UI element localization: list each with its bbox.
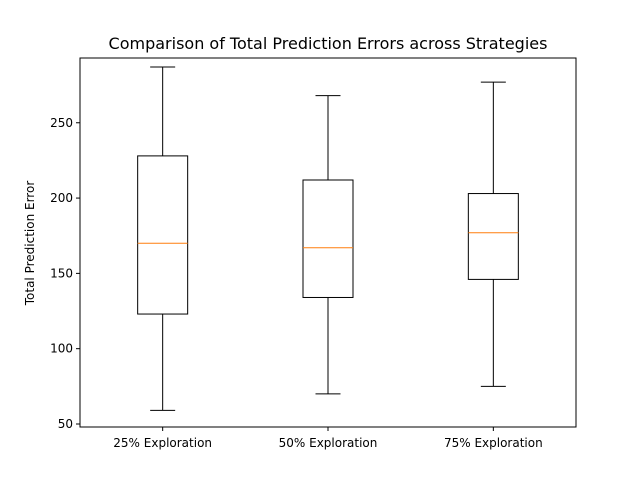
y-tick-label: 250 (50, 116, 73, 130)
y-tick-label: 200 (50, 191, 73, 205)
y-axis-label: Total Prediction Error (23, 181, 37, 307)
x-tick-label: 75% Exploration (444, 436, 543, 450)
y-tick-label: 50 (58, 417, 73, 431)
chart-title: Comparison of Total Prediction Errors ac… (109, 34, 548, 53)
box-iqr (137, 155, 189, 315)
box-iqr (467, 193, 519, 280)
box-iqr (302, 179, 354, 298)
plot-frame (79, 57, 577, 428)
x-tick-label: 50% Exploration (279, 436, 378, 450)
plot-area: 50 100 150 200 250 25% Exploration 50% Explora… (50, 66, 543, 450)
x-tick-label: 25% Exploration (113, 436, 212, 450)
y-tick-label: 150 (50, 266, 73, 280)
y-tick-label: 100 (50, 342, 73, 356)
